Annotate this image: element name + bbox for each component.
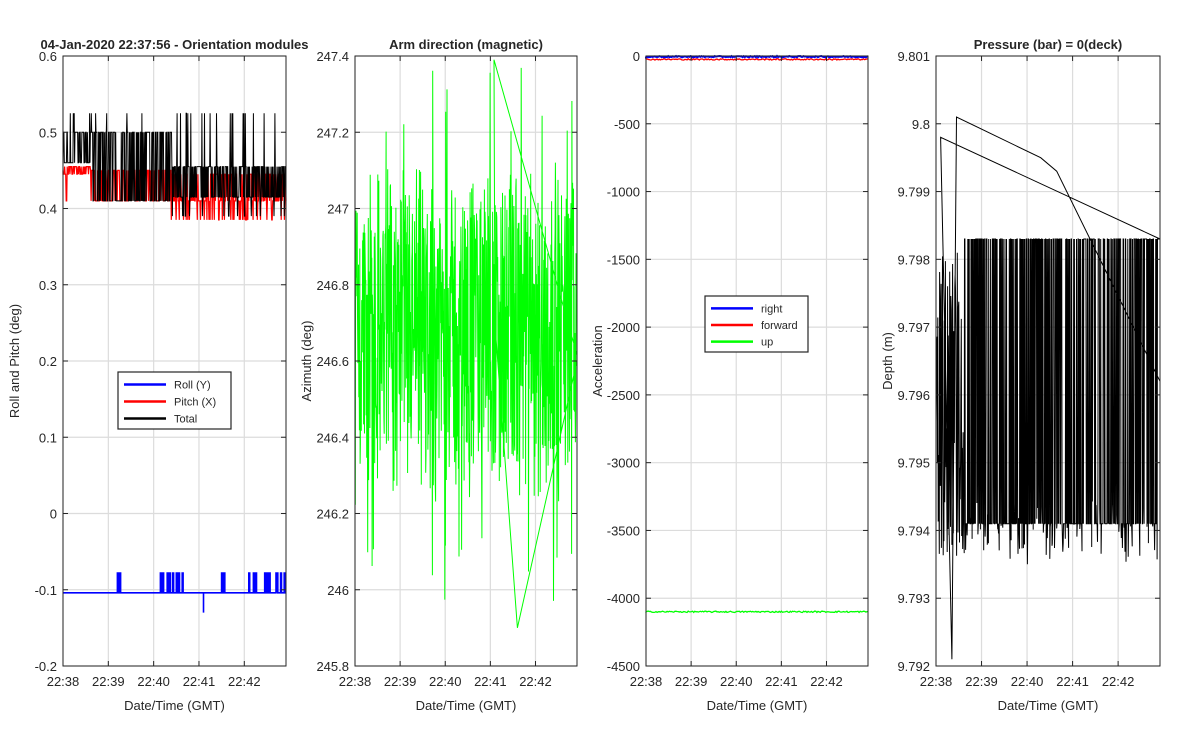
y-tick-label: 247 — [327, 202, 349, 217]
legend: right forward up — [704, 295, 809, 353]
axes-frame — [935, 55, 1161, 667]
y-tick-label: 0 — [633, 49, 640, 64]
chart-title: Pressure (bar) = 0(deck) — [974, 37, 1122, 52]
y-tick-label: 0.3 — [39, 278, 57, 293]
y-tick-label: 9.799 — [897, 185, 930, 200]
x-tick-label: 22:40 — [1011, 674, 1044, 689]
legend-label: right — [761, 303, 782, 315]
axes-box — [935, 55, 1161, 667]
y-tick-label: -3500 — [607, 523, 640, 538]
x-axis-label: Date/Time (GMT) — [416, 698, 517, 713]
y-tick-label: -1500 — [607, 252, 640, 267]
y-tick-label: -2500 — [607, 388, 640, 403]
x-tick-label: 22:40 — [429, 674, 462, 689]
chart-arm-direction: 22:38 22:39 22:40 22:41 22:42 245.8 246 246.2 24… — [299, 37, 578, 713]
y-tick-label: 247.4 — [316, 49, 349, 64]
chart-pressure: 22:38 22:39 22:40 22:41 22:42 9.792 9.793 9.794… — [880, 37, 1161, 713]
x-tick-label: 22:38 — [920, 674, 953, 689]
chart-orientation: 22:38 22:39 22:40 22:41 22:42 -0.2 -0.1 0 0.1 0.2… — [7, 37, 309, 713]
series-up — [645, 610, 869, 614]
y-tick-label: 0.4 — [39, 202, 57, 217]
x-axis-label: Date/Time (GMT) — [998, 698, 1099, 713]
x-tick-label: 22:41 — [474, 674, 507, 689]
y-tick-label: 246.6 — [316, 354, 349, 369]
axes-box — [645, 55, 869, 667]
x-tick-label: 22:42 — [1102, 674, 1135, 689]
legend-label: Pitch (X) — [174, 397, 216, 409]
x-tick-label: 22:42 — [810, 674, 843, 689]
y-tick-label: 0.5 — [39, 125, 57, 140]
chart-title: 04-Jan-2020 22:37:56 - Orientation modul… — [40, 37, 308, 52]
x-tick-label: 22:40 — [720, 674, 753, 689]
legend-label: up — [761, 337, 773, 349]
series-azimuth — [354, 59, 578, 629]
y-tick-label: 9.794 — [897, 523, 930, 538]
legend: Roll (Y) Pitch (X) Total — [117, 371, 232, 430]
chart-title: Arm direction (magnetic) — [389, 37, 543, 52]
y-tick-label: -3000 — [607, 456, 640, 471]
series-forward — [645, 57, 869, 61]
y-axis-label: Roll and Pitch (deg) — [7, 304, 22, 418]
chart-acceleration: 22:38 22:39 22:40 22:41 22:42 -4500 -4000 -3500… — [590, 49, 869, 713]
y-axis-label: Depth (m) — [880, 332, 895, 390]
x-tick-label: 22:39 — [92, 674, 125, 689]
y-tick-label: 246.4 — [316, 430, 349, 445]
axes-frame — [354, 55, 578, 667]
y-tick-label: 0.1 — [39, 430, 57, 445]
x-tick-label: 22:40 — [137, 674, 170, 689]
series-total — [62, 112, 287, 217]
y-tick-label: -4000 — [607, 591, 640, 606]
x-tick-label: 22:42 — [228, 674, 261, 689]
legend-label: Roll (Y) — [174, 380, 211, 392]
y-tick-label: -0.2 — [35, 659, 57, 674]
x-tick-label: 22:39 — [675, 674, 708, 689]
legend-label: Total — [174, 414, 197, 426]
y-tick-label: 9.798 — [897, 252, 930, 267]
x-axis-label: Date/Time (GMT) — [124, 698, 225, 713]
x-tick-label: 22:42 — [519, 674, 552, 689]
y-tick-label: 246 — [327, 583, 349, 598]
y-tick-label: 245.8 — [316, 659, 349, 674]
x-tick-label: 22:38 — [47, 674, 80, 689]
x-tick-label: 22:41 — [1056, 674, 1089, 689]
y-tick-label: -0.1 — [35, 583, 57, 598]
y-tick-label: 246.2 — [316, 507, 349, 522]
x-tick-label: 22:39 — [384, 674, 417, 689]
y-axis-label: Azimuth (deg) — [299, 321, 314, 402]
y-tick-label: -4500 — [607, 659, 640, 674]
y-tick-label: -500 — [614, 117, 640, 132]
y-axis-label: Acceleration — [590, 325, 605, 397]
y-tick-label: 9.792 — [897, 659, 930, 674]
axes-frame — [62, 55, 287, 667]
y-tick-label: 9.796 — [897, 388, 930, 403]
legend-label: forward — [761, 320, 798, 332]
x-axis-label: Date/Time (GMT) — [707, 698, 808, 713]
y-tick-label: 9.8 — [912, 117, 930, 132]
x-tick-label: 22:38 — [630, 674, 663, 689]
x-tick-label: 22:39 — [965, 674, 998, 689]
x-tick-label: 22:38 — [339, 674, 372, 689]
y-tick-label: 9.793 — [897, 591, 930, 606]
y-tick-label: 0.2 — [39, 354, 57, 369]
series-roll-y — [63, 572, 286, 594]
plot-area — [646, 56, 868, 666]
y-tick-label: 9.795 — [897, 456, 930, 471]
series-right — [645, 54, 869, 59]
y-tick-label: 0.6 — [39, 49, 57, 64]
x-tick-label: 22:41 — [765, 674, 798, 689]
y-tick-label: 0 — [50, 507, 57, 522]
axes-frame — [645, 55, 869, 667]
y-tick-label: -1000 — [607, 185, 640, 200]
series-depth — [935, 116, 1161, 660]
y-tick-label: -2000 — [607, 320, 640, 335]
y-tick-label: 246.8 — [316, 278, 349, 293]
y-tick-label: 9.797 — [897, 320, 930, 335]
y-tick-label: 247.2 — [316, 125, 349, 140]
x-tick-label: 22:41 — [183, 674, 216, 689]
y-tick-label: 9.801 — [897, 49, 930, 64]
